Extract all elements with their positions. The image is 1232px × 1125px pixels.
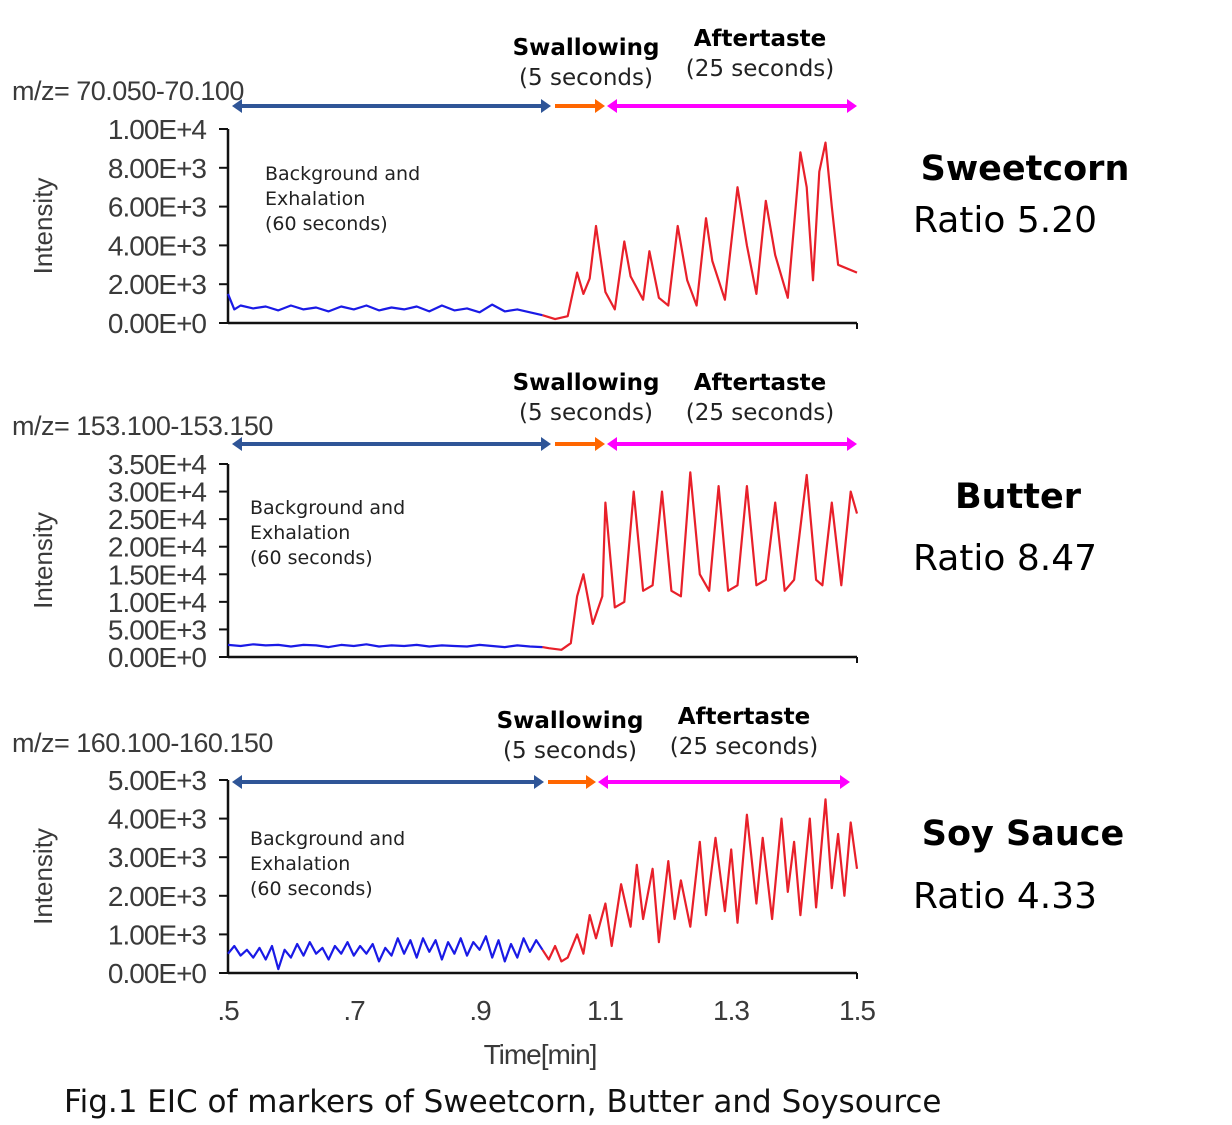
- y-tick-label: 2.00E+3: [108, 269, 207, 300]
- y-tick-label: 0.00E+0: [108, 958, 207, 989]
- food-name: Sweetcorn: [921, 149, 1130, 189]
- ratio-value: Ratio 5.20: [913, 200, 1097, 241]
- ratio-value: Ratio 4.33: [913, 876, 1097, 917]
- background-phase-annotation: Exhalation: [265, 188, 365, 210]
- signal-trace-line: [542, 141, 858, 321]
- aftertaste-duration: (25 seconds): [686, 56, 835, 82]
- background-phase-annotation: Background and: [265, 163, 420, 185]
- x-tick-label: .9: [469, 995, 491, 1026]
- y-tick-label: 5.00E+3: [108, 614, 207, 645]
- background-trace-line: [227, 643, 543, 649]
- background-phase-annotation: Background and: [250, 497, 405, 519]
- aftertaste-phase-arrow: [607, 437, 857, 451]
- swallowing-duration: (5 seconds): [503, 738, 637, 764]
- aftertaste-duration: (25 seconds): [670, 734, 819, 760]
- signal-trace-line: [542, 471, 859, 651]
- background-trace-line: [227, 935, 544, 971]
- y-tick-label: 2.00E+3: [108, 881, 207, 912]
- x-tick-label: 1.3: [713, 995, 749, 1026]
- mz-range-label: m/z= 160.100-160.150: [12, 728, 273, 758]
- swallowing-duration: (5 seconds): [519, 65, 653, 91]
- x-tick-label: 1.5: [839, 995, 875, 1026]
- swallowing-label: Swallowing: [513, 370, 660, 396]
- y-tick-label: 0.00E+0: [108, 308, 207, 339]
- x-tick-label: 1.1: [587, 995, 623, 1026]
- ratio-value: Ratio 8.47: [913, 538, 1097, 579]
- y-tick-label: 0.00E+0: [108, 642, 207, 673]
- background-phase-annotation: Background and: [250, 828, 405, 850]
- aftertaste-phase-arrow: [598, 775, 850, 789]
- y-tick-label: 2.50E+4: [108, 504, 207, 535]
- aftertaste-label: Aftertaste: [694, 26, 827, 52]
- y-tick-label: 4.00E+3: [108, 804, 207, 835]
- background-phase-annotation: (60 seconds): [265, 213, 388, 235]
- swallowing-phase-arrow: [555, 99, 605, 113]
- background-phase-arrow: [232, 437, 551, 451]
- y-tick-label: 1.50E+4: [108, 559, 207, 590]
- y-tick-label: 1.00E+4: [108, 114, 207, 145]
- y-tick-label: 3.00E+3: [108, 842, 207, 873]
- y-tick-label: 3.00E+4: [108, 477, 207, 508]
- background-phase-annotation: Exhalation: [250, 522, 350, 544]
- background-phase-annotation: (60 seconds): [250, 547, 373, 569]
- y-tick-label: 2.00E+4: [108, 532, 207, 563]
- y-tick-label: 3.50E+4: [108, 449, 207, 480]
- swallowing-label: Swallowing: [513, 35, 660, 61]
- y-tick-label: 4.00E+3: [108, 230, 207, 261]
- background-trace-line: [226, 293, 543, 317]
- y-tick-label: 8.00E+3: [108, 153, 207, 184]
- x-tick-label: .5: [217, 995, 239, 1026]
- y-axis-label: Intensity: [28, 512, 58, 609]
- swallowing-phase-arrow: [548, 775, 596, 789]
- figure-caption: Fig.1 EIC of markers of Sweetcorn, Butte…: [64, 1084, 942, 1120]
- x-tick-label: .7: [343, 995, 365, 1026]
- y-tick-label: 1.00E+3: [108, 919, 207, 950]
- y-tick-label: 1.00E+4: [108, 587, 207, 618]
- y-tick-label: 5.00E+3: [108, 765, 207, 796]
- mz-range-label: m/z= 153.100-153.150: [12, 411, 273, 441]
- aftertaste-phase-arrow: [607, 99, 857, 113]
- mz-range-label: m/z= 70.050-70.100: [12, 76, 244, 106]
- food-name: Butter: [955, 477, 1082, 517]
- y-axis-label: Intensity: [28, 178, 58, 275]
- swallowing-duration: (5 seconds): [519, 400, 653, 426]
- aftertaste-duration: (25 seconds): [686, 400, 835, 426]
- aftertaste-label: Aftertaste: [678, 704, 811, 730]
- background-phase-arrow: [232, 99, 551, 113]
- food-name: Soy Sauce: [922, 814, 1124, 854]
- signal-trace-line: [541, 798, 859, 963]
- x-axis-label: Time[min]: [484, 1039, 597, 1070]
- swallowing-label: Swallowing: [497, 708, 644, 734]
- aftertaste-label: Aftertaste: [694, 370, 827, 396]
- y-tick-label: 6.00E+3: [108, 192, 207, 223]
- y-axis-label: Intensity: [28, 828, 58, 925]
- swallowing-phase-arrow: [555, 437, 605, 451]
- background-phase-annotation: (60 seconds): [250, 878, 373, 900]
- background-phase-annotation: Exhalation: [250, 853, 350, 875]
- background-phase-arrow: [232, 775, 544, 789]
